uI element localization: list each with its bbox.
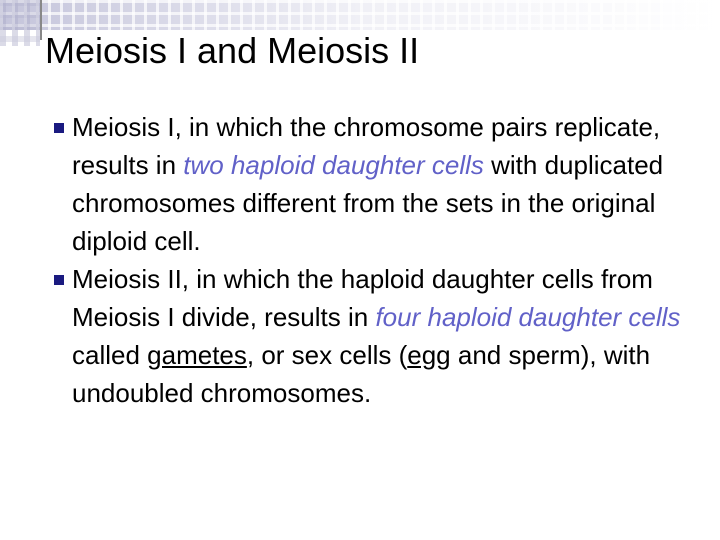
- text: Meiosis I, in which the chromosome pairs…: [72, 112, 661, 180]
- underlined-term: egg: [407, 340, 451, 370]
- text: called: [72, 340, 148, 370]
- text: , or sex cells (: [246, 340, 408, 370]
- text: and sperm), with undoubled chromosomes.: [72, 340, 651, 408]
- corner-pattern: [0, 0, 40, 46]
- bullet: Meiosis I, in which the chromosome pairs…: [54, 108, 682, 260]
- text: Meiosis II, in which the haploid daughte…: [72, 264, 653, 332]
- bullet: Meiosis II, in which the haploid daughte…: [54, 260, 682, 412]
- emphasis: two haploid daughter cells: [183, 150, 484, 180]
- emphasis: four haploid daughter cells: [375, 302, 681, 332]
- underlined-term: gametes: [147, 340, 247, 370]
- vertical-rule: [40, 0, 42, 40]
- bullet-list: Meiosis I, in which the chromosome pairs…: [54, 108, 682, 412]
- slide-title: Meiosis I and Meiosis II: [45, 30, 420, 71]
- header-pattern: [0, 0, 720, 30]
- text: with duplicated chromosomes different fr…: [72, 150, 664, 256]
